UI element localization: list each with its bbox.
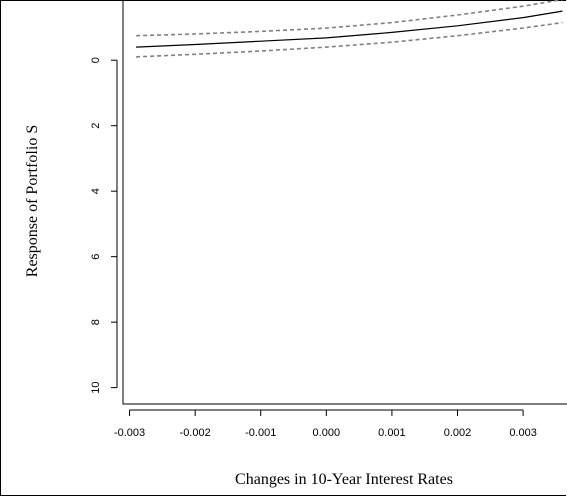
confidence-band-line — [136, 21, 563, 58]
x-axis: -0.003 -0.002 -0.001 0.000 0.001 0.002 0.003 — [114, 409, 537, 439]
y-axis-title: Response of Portfolio S — [24, 125, 41, 277]
response-line — [136, 10, 563, 48]
y-axis: 0 2 4 6 8 10 — [90, 57, 118, 394]
x-tick-label: 0.000 — [313, 427, 341, 439]
x-tick-label: 0.001 — [378, 427, 406, 439]
y-tick-label: 10 — [90, 382, 102, 394]
plot-box — [122, 0, 567, 405]
x-tick-label: -0.003 — [114, 427, 145, 439]
y-tick-label: 4 — [90, 188, 102, 194]
x-tick-label: 0.003 — [509, 427, 537, 439]
x-tick-label: -0.001 — [245, 427, 276, 439]
confidence-band-line — [136, 0, 563, 37]
x-axis-title: Changes in 10-Year Interest Rates — [235, 471, 453, 488]
x-tick-label: 0.002 — [444, 427, 472, 439]
y-tick-label: 0 — [90, 57, 102, 63]
y-tick-label: 6 — [90, 254, 102, 260]
x-tick-label: -0.002 — [180, 427, 211, 439]
y-tick-label: 2 — [90, 123, 102, 129]
y-tick-label: 8 — [90, 319, 102, 325]
series-layer — [136, 0, 563, 58]
